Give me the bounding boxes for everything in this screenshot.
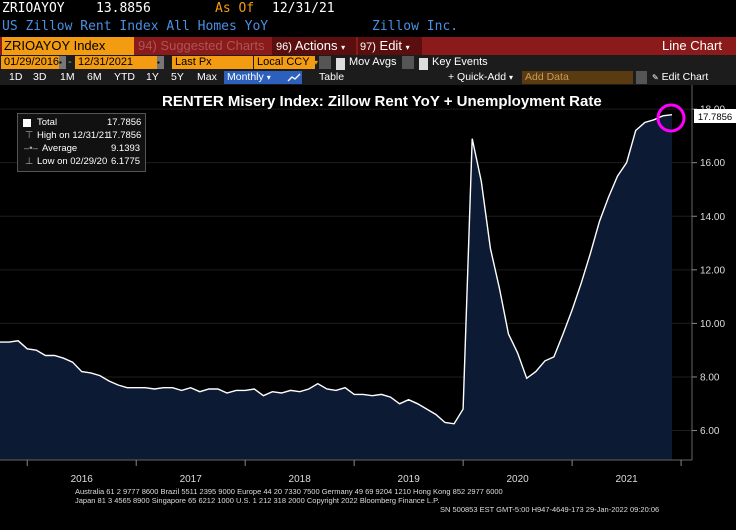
data-source: Zillow Inc. bbox=[372, 19, 459, 34]
security-description-bar: US Zillow Rent Index All Homes YoY Zillo… bbox=[0, 19, 736, 37]
mov-avgs-checkbox[interactable] bbox=[336, 58, 345, 71]
legend-swatch bbox=[23, 119, 31, 127]
low-marker-icon: ⊥ bbox=[25, 156, 34, 167]
footer-session-info: SN 500853 EST GMT-5:00 H947-4649-173 29-… bbox=[440, 505, 660, 514]
legend-series-name: Total bbox=[37, 117, 58, 128]
legend-series-value: 17.7856 bbox=[107, 117, 142, 128]
edit-chart-button[interactable]: ✎ Edit Chart bbox=[652, 71, 708, 84]
period-max[interactable]: Max bbox=[197, 71, 217, 83]
footer-phones-line2: Japan 81 3 4565 8900 Singapore 65 6212 1… bbox=[75, 496, 440, 505]
legend-average-value: 9.1393 bbox=[111, 143, 141, 154]
key-events-checkbox[interactable] bbox=[419, 58, 428, 71]
view-title: Line Chart bbox=[662, 38, 722, 53]
security-input[interactable]: ZRIOAYOY Index bbox=[2, 37, 134, 55]
series-area-fill bbox=[0, 114, 672, 460]
high-marker-icon: ⊤ bbox=[25, 130, 34, 141]
last-value-tag-text: 17.7856 bbox=[698, 112, 732, 123]
currency-dropdown-icon[interactable]: ▾ bbox=[314, 58, 319, 67]
legend-average-label: Average bbox=[42, 143, 78, 154]
line-chart-icon bbox=[287, 73, 301, 82]
end-date-input[interactable]: 12/31/2021 bbox=[75, 56, 158, 69]
x-tick-label: 2016 bbox=[71, 474, 94, 485]
ticker-symbol: ZRIOAYOY bbox=[2, 1, 65, 16]
start-date-input[interactable]: 01/29/2016 bbox=[1, 56, 60, 69]
y-tick-label: 12.00 bbox=[700, 265, 725, 276]
y-tick-label: 10.00 bbox=[700, 319, 725, 330]
last-value-tag: 17.7856 bbox=[694, 109, 736, 123]
settings-icon[interactable] bbox=[636, 71, 647, 84]
period-3d[interactable]: 3D bbox=[33, 71, 47, 83]
y-tick-label: 6.00 bbox=[700, 426, 720, 437]
quick-add-label: + Quick-Add bbox=[448, 71, 507, 83]
frequency-label: Monthly bbox=[227, 71, 264, 83]
x-tick-label: 2020 bbox=[506, 474, 529, 485]
suggested-charts-button[interactable]: 94) Suggested Charts bbox=[138, 37, 266, 55]
edit-chart-label: Edit Chart bbox=[661, 71, 709, 83]
edit-chart-icon: ✎ bbox=[652, 73, 659, 82]
y-tick-label: 8.00 bbox=[700, 372, 720, 383]
as-of-label: As Of bbox=[215, 1, 255, 16]
x-tick-label: 2018 bbox=[289, 474, 312, 485]
period-5y[interactable]: 5Y bbox=[171, 71, 184, 83]
x-tick-label: 2021 bbox=[615, 474, 638, 485]
start-date-calendar-icon[interactable]: ▪ bbox=[59, 56, 66, 69]
end-date-calendar-icon[interactable]: ▪ bbox=[157, 56, 164, 69]
add-data-input[interactable]: Add Data bbox=[522, 71, 633, 84]
range-bar: 01/29/2016 ▪ - 12/31/2021 ▪ Last Px Loca… bbox=[0, 55, 736, 71]
security-description: US Zillow Rent Index All Homes YoY bbox=[2, 19, 269, 34]
key-events-icon bbox=[402, 56, 414, 69]
legend-high-value: 17.7856 bbox=[107, 130, 142, 141]
series-line bbox=[0, 114, 673, 425]
edit-label: Edit bbox=[379, 38, 402, 53]
period-1d[interactable]: 1D bbox=[9, 71, 23, 83]
actions-menu[interactable]: 96) Actions ▾ bbox=[272, 37, 356, 55]
x-tick-label: 2019 bbox=[398, 474, 421, 485]
frequency-select[interactable]: Monthly ▾ bbox=[224, 71, 288, 84]
chart-type-icon[interactable] bbox=[286, 71, 302, 84]
chart-title: RENTER Misery Index: Zillow Rent YoY + U… bbox=[162, 93, 602, 110]
frequency-dropdown-icon: ▾ bbox=[266, 73, 271, 82]
actions-num: 96) bbox=[276, 41, 292, 53]
period-1y[interactable]: 1Y bbox=[146, 71, 159, 83]
highlight-circle bbox=[656, 103, 686, 133]
y-tick-label: 14.00 bbox=[700, 212, 725, 223]
average-marker-icon: –•– bbox=[24, 143, 38, 154]
quick-add-dropdown-icon: ▾ bbox=[509, 73, 514, 82]
main-toolbar: ZRIOAYOY Index 94) Suggested Charts 96) … bbox=[0, 37, 736, 55]
date-separator: - bbox=[68, 56, 72, 68]
period-6m[interactable]: 6M bbox=[87, 71, 102, 83]
as-of-date[interactable]: 12/31/21 bbox=[272, 1, 335, 16]
period-ytd[interactable]: YTD bbox=[114, 71, 135, 83]
last-value: 13.8856 bbox=[96, 1, 151, 16]
y-tick-label: 16.00 bbox=[700, 158, 725, 169]
period-bar: 1D 3D 1M 6M YTD 1Y 5Y Max Monthly ▾ Tabl… bbox=[0, 70, 736, 85]
edit-menu[interactable]: 97) Edit ▾ bbox=[358, 37, 422, 55]
currency-select[interactable]: Local CCY bbox=[254, 56, 315, 69]
key-events-label: Key Events bbox=[432, 56, 488, 68]
suggested-charts-num: 94) bbox=[138, 38, 157, 53]
price-field-select[interactable]: Last Px bbox=[172, 56, 253, 69]
ticker-header: ZRIOAYOY 13.8856 As Of 12/31/21 bbox=[0, 0, 736, 19]
period-1m[interactable]: 1M bbox=[60, 71, 75, 83]
quick-add-button[interactable]: + Quick-Add ▾ bbox=[448, 71, 513, 84]
mov-avgs-label: Mov Avgs bbox=[349, 56, 397, 68]
legend-high-label: High on 12/31/21 bbox=[37, 130, 110, 141]
legend-low-label: Low on 02/29/20 bbox=[37, 156, 108, 167]
table-button[interactable]: Table bbox=[319, 71, 345, 83]
footer-phones-line1: Australia 61 2 9777 8600 Brazil 5511 239… bbox=[75, 487, 503, 496]
edit-num: 97) bbox=[360, 41, 376, 53]
legend-low-value: 6.1775 bbox=[111, 156, 141, 167]
suggested-charts-label: Suggested Charts bbox=[160, 38, 265, 53]
actions-dropdown-icon: ▾ bbox=[341, 43, 346, 52]
mov-avgs-icon bbox=[319, 56, 331, 69]
actions-label: Actions bbox=[294, 38, 338, 53]
x-axis: 2016 2017 2018 2019 2020 2021 bbox=[26, 460, 682, 485]
edit-dropdown-icon: ▾ bbox=[405, 43, 410, 52]
legend-box[interactable]: Total 17.7856 ⊤ High on 12/31/21 17.7856… bbox=[17, 113, 146, 172]
x-tick-label: 2017 bbox=[180, 474, 203, 485]
